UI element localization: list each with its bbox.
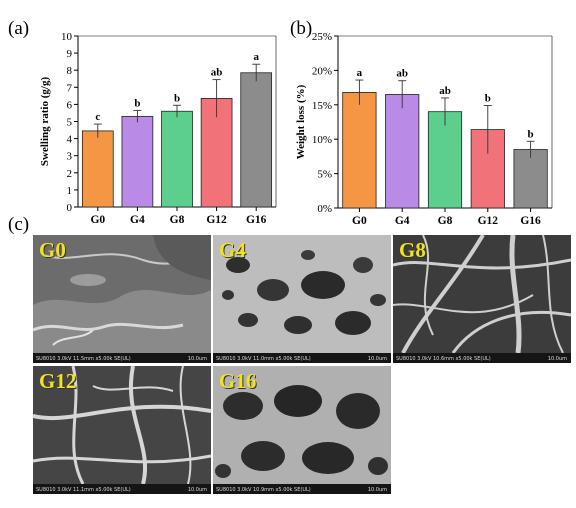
y-tick-label: 7 (67, 82, 73, 94)
y-tick-label: 0 (67, 202, 73, 214)
significance-letter: b (485, 92, 491, 104)
x-tick-label: G8 (438, 215, 453, 227)
x-tick-label: G16 (246, 214, 267, 226)
info-strip (393, 353, 571, 363)
scale-label: 10.0um (187, 487, 207, 493)
info-strip (213, 353, 391, 363)
sem-meta: SU8010 3.0kV 10.9mm x5.00k SE(UL) (216, 487, 311, 493)
significance-letter: ab (211, 67, 223, 79)
sem-image-g12: G12 SU8010 3.0kV 11.1mm x5.00k SE(UL) 10… (33, 366, 211, 494)
weight-loss-chart: 0% 5% 10% 15% 20% 25% a G0 ab G4 ab G8 b G12 b G16 Weigh… (295, 31, 553, 227)
y-tick-label: 4 (67, 134, 73, 146)
significance-letter: b (174, 92, 180, 104)
y-tick-label: 1 (67, 185, 73, 197)
sem-label: G8 (399, 238, 426, 262)
sem-label: G4 (219, 238, 246, 262)
panel-c-label: (c) (8, 214, 30, 235)
sem-image-g0: G0 SU8010 3.0kV 11.5mm x5.00k SE(UL) 10.… (33, 235, 211, 363)
y-axis-label: Swelling ratio (g/g) (39, 77, 51, 167)
g16-cellular-texture (213, 366, 391, 484)
y-tick-label: 9 (67, 48, 73, 60)
swelling-ratio-chart: 0 1 2 3 4 5 6 7 8 9 10 c G0 b G4 b G8 ab G12 a G16 Swelling r… (39, 31, 277, 226)
sem-image-g16: G16 SU8010 3.0kV 10.9mm x5.00k SE(UL) 10… (213, 366, 391, 494)
bar-g8 (427, 111, 463, 209)
panel-a-label: (a) (8, 18, 30, 39)
scale-label: 10.0um (547, 356, 567, 362)
y-tick-label: 25% (312, 31, 332, 43)
y-tick-label: 5% (317, 169, 332, 181)
x-tick-label: G8 (170, 214, 185, 226)
scale-label: 10.0um (187, 356, 207, 362)
bar-g8 (161, 110, 193, 208)
bar-g16 (513, 149, 548, 209)
x-tick-label: G12 (206, 214, 227, 226)
bar-g0 (81, 130, 114, 208)
panel-b-label: (b) (290, 18, 313, 39)
significance-letter: b (528, 128, 534, 140)
x-tick-label: G4 (395, 215, 410, 227)
y-tick-label: 20% (312, 65, 332, 77)
y-tick-label: 10 (61, 31, 73, 43)
sem-meta: SU8010 3.0kV 10.6mm x5.00k SE(UL) (396, 356, 491, 362)
sem-image-g8: G8 SU8010 3.0kV 10.6mm x5.00k SE(UL) 10.… (393, 235, 571, 363)
info-strip (33, 353, 211, 363)
x-tick-label: G0 (352, 215, 367, 227)
bar-g4 (121, 115, 154, 208)
significance-letter: ab (439, 85, 451, 97)
info-strip (33, 484, 211, 494)
scale-label: 10.0um (367, 356, 387, 362)
g0-surface-texture (33, 235, 211, 353)
significance-letter: ab (396, 68, 408, 80)
scale-label: 10.0um (367, 487, 387, 493)
x-tick-label: G0 (90, 214, 105, 226)
y-tick-label: 8 (67, 65, 73, 77)
significance-letter: b (134, 97, 140, 109)
y-tick-label: 3 (67, 151, 73, 163)
significance-letter: a (253, 51, 259, 63)
significance-letter: a (357, 67, 363, 79)
info-strip (213, 484, 391, 494)
sem-label: G0 (39, 238, 66, 262)
x-tick-label: G16 (520, 215, 541, 227)
y-axis-label: Weight loss (%) (295, 84, 307, 159)
sem-meta: SU8010 3.0kV 11.0mm x5.00k SE(UL) (216, 356, 311, 362)
sem-label: G16 (219, 369, 257, 393)
sem-meta: SU8010 3.0kV 11.5mm x5.00k SE(UL) (36, 356, 131, 362)
y-tick-label: 0% (317, 203, 332, 215)
y-tick-label: 6 (67, 99, 73, 111)
y-tick-label: 15% (312, 100, 332, 112)
g4-porous-texture (213, 235, 391, 353)
y-tick-label: 5 (67, 117, 73, 129)
y-tick-label: 2 (67, 168, 73, 180)
significance-letter: c (95, 111, 100, 123)
bar-g4 (385, 94, 420, 209)
x-tick-label: G12 (478, 215, 499, 227)
bar-g0 (342, 92, 377, 209)
sem-meta: SU8010 3.0kV 11.1mm x5.00k SE(UL) (36, 487, 131, 493)
g12-network-texture (33, 366, 211, 484)
sem-image-g4: G4 SU8010 3.0kV 11.0mm x5.00k SE(UL) 10.… (213, 235, 391, 363)
g8-fibrous-texture (393, 235, 571, 353)
y-tick-label: 10% (312, 134, 332, 146)
x-tick-label: G4 (130, 214, 145, 226)
sem-label: G12 (39, 369, 77, 393)
